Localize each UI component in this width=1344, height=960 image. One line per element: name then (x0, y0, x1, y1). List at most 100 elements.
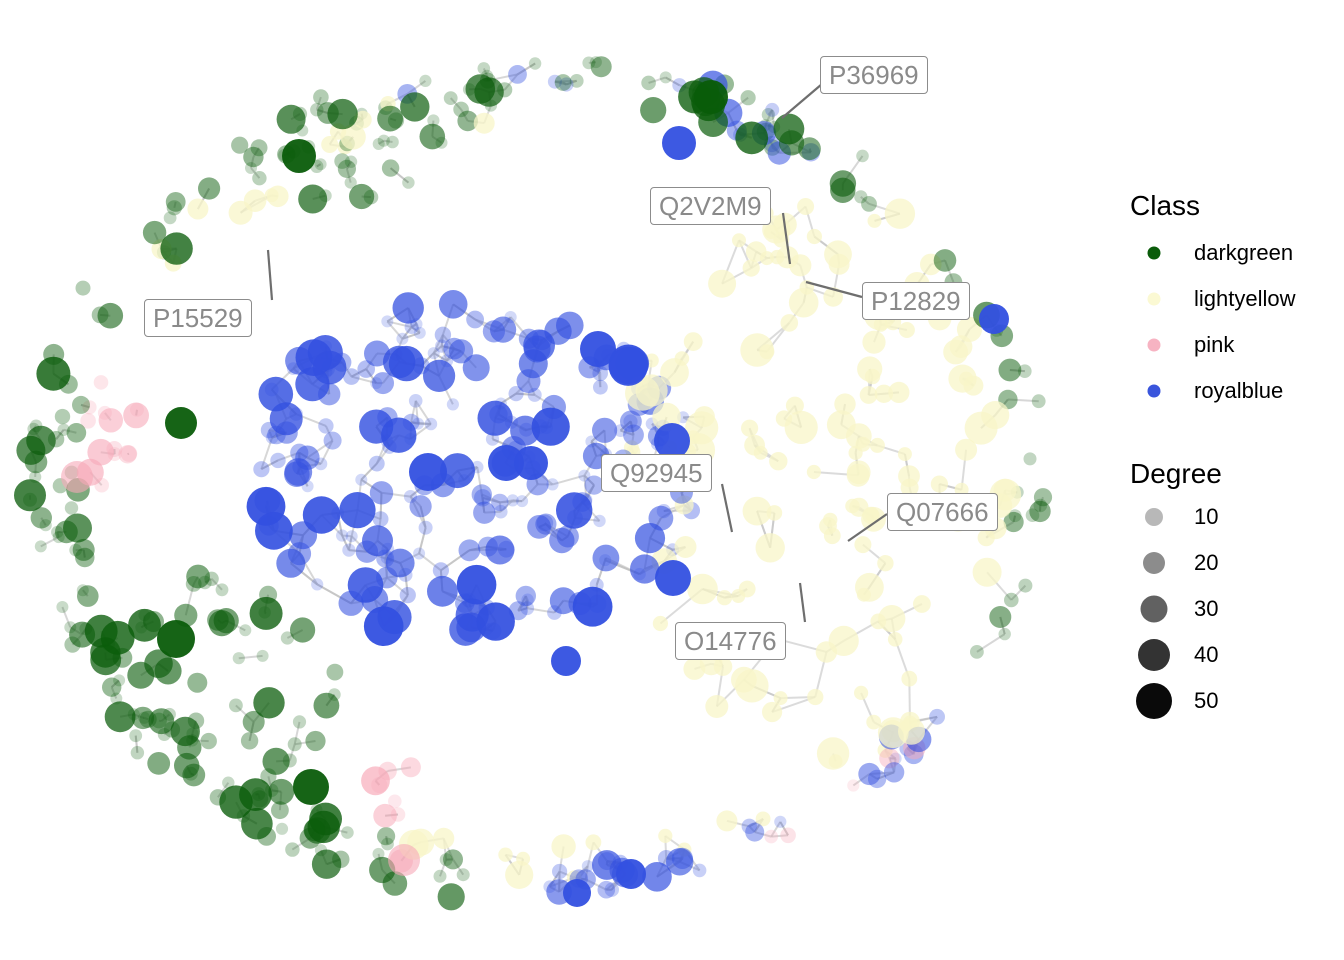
network-node (666, 848, 694, 876)
network-edge (482, 68, 489, 77)
network-edge (360, 462, 378, 481)
network-node (377, 827, 396, 846)
network-edge (433, 345, 443, 354)
network-node (854, 536, 872, 554)
network-node (419, 123, 446, 150)
network-node (343, 368, 360, 385)
network-edge (1039, 496, 1044, 506)
network-node (867, 769, 887, 789)
network-node (262, 747, 290, 775)
network-node (659, 71, 672, 84)
network-node (321, 136, 339, 153)
network-node (816, 737, 850, 770)
network-edge (291, 837, 311, 851)
label-leader-line (781, 83, 823, 119)
network-node (129, 729, 143, 743)
network-node (280, 631, 294, 645)
network-node (862, 330, 886, 354)
network-node (438, 290, 468, 319)
network-node (368, 455, 385, 472)
network-node (861, 196, 877, 212)
network-edge (320, 440, 334, 465)
network-node (854, 190, 868, 204)
network-node (998, 627, 1011, 641)
network-hub-node (165, 407, 197, 439)
network-edge (411, 421, 432, 425)
network-node (742, 259, 760, 277)
network-edge (748, 825, 756, 833)
network-edge (385, 835, 389, 845)
network-node (198, 177, 221, 200)
degree-key-circle (1140, 595, 1168, 623)
network-edge (350, 368, 367, 378)
node-label-q92945: Q92945 (601, 454, 712, 492)
network-edge (260, 459, 279, 471)
network-node (846, 460, 871, 485)
network-edge (345, 168, 352, 183)
network-node (1003, 511, 1024, 533)
network-edge (82, 589, 89, 597)
network-edge (517, 595, 527, 612)
network-node (208, 610, 235, 637)
network-node (36, 356, 71, 391)
degree-legend-label: 10 (1194, 504, 1219, 529)
network-node (369, 481, 394, 505)
network-node (521, 593, 534, 606)
class-key-swatch (1147, 292, 1161, 306)
network-node (258, 376, 294, 412)
network-node (1023, 452, 1037, 466)
network-node (458, 539, 481, 562)
network-node (556, 311, 584, 340)
network-node (742, 496, 772, 526)
network-node (386, 135, 399, 149)
network-node (826, 410, 856, 440)
network-node (1008, 509, 1022, 523)
network-node (385, 548, 415, 578)
network-node (506, 494, 519, 507)
network-node (30, 507, 52, 529)
network-node (623, 440, 639, 456)
network-node (39, 519, 52, 532)
network-node (104, 701, 136, 733)
network-node (590, 56, 612, 78)
label-leader-line (266, 249, 274, 301)
network-node (243, 146, 264, 168)
network-node (26, 425, 56, 456)
network-node (989, 606, 1012, 628)
degree-legend-label: 30 (1194, 596, 1219, 621)
node-label-q07666: Q07666 (887, 493, 998, 531)
network-node (170, 716, 200, 747)
network-node (508, 386, 524, 402)
network-node (449, 339, 474, 364)
network-node (552, 863, 568, 880)
network-node (292, 715, 307, 729)
network-node (370, 377, 383, 390)
label-leader-line (805, 280, 863, 299)
network-node (100, 620, 135, 655)
network-node (597, 880, 616, 899)
network-node (268, 778, 295, 805)
network-edge (552, 474, 585, 486)
network-node (314, 158, 327, 171)
label-leader-layer (266, 83, 888, 623)
network-edge (770, 821, 782, 838)
network-node (372, 138, 385, 150)
network-node (806, 464, 822, 480)
network-node (913, 595, 931, 613)
network-node (964, 411, 998, 445)
network-edge (250, 167, 261, 179)
network-node (54, 408, 71, 425)
network-edge (584, 865, 589, 880)
network-edge (517, 62, 536, 76)
network-node (998, 358, 1022, 382)
network-node (446, 398, 459, 411)
degree-key-circle (1145, 508, 1163, 526)
network-edge (268, 429, 274, 439)
network-edge (500, 499, 514, 513)
network-node (372, 372, 394, 395)
network-node (867, 213, 882, 228)
network-node (471, 484, 492, 505)
network-edge (1012, 515, 1017, 523)
network-node (82, 400, 97, 415)
network-node (508, 65, 527, 84)
